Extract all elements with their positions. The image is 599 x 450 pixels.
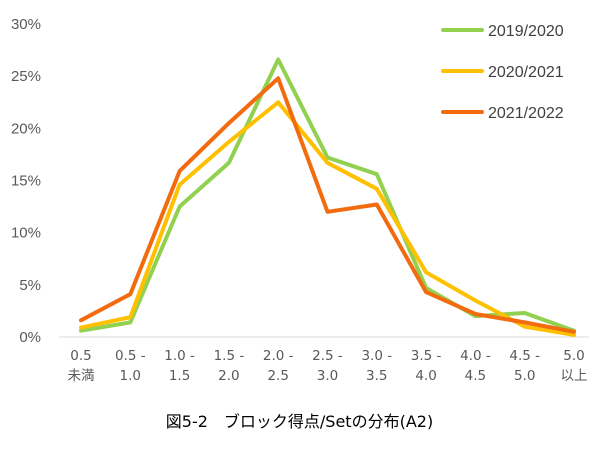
series-line (79, 100, 576, 337)
chart-title: 図5-2 ブロック得点/Setの分布(A2) (165, 412, 434, 431)
x-tick-label: 0.5 -1.0 (115, 348, 146, 384)
x-tick-label: 3.0 -3.5 (361, 348, 392, 384)
x-tick-label: 0.5 未満 (68, 348, 95, 384)
y-axis-tick-labels: 0% 5% 10% 15% 20% 25% 30% (11, 16, 41, 346)
series-lines (79, 57, 576, 337)
x-tick-label: 2.5 -3.0 (312, 348, 343, 384)
legend: 2019/2020 2020/2021 2021/2022 (441, 23, 564, 122)
line-chart: 0% 5% 10% 15% 20% 25% 30% 0.5 未満 0.5 -1.0 1.0 -1.… (11, 16, 589, 384)
x-tick-label: 1.5 -2.0 (214, 348, 245, 384)
legend-label: 2020/2021 (488, 64, 564, 81)
x-tick-label: 2.0 -2.5 (263, 348, 294, 384)
y-tick-label: 5% (19, 277, 41, 294)
series-line (79, 76, 576, 334)
legend-label: 2019/2020 (488, 23, 564, 40)
legend-label: 2021/2022 (488, 105, 564, 122)
x-tick-label: 5.0 以上 (561, 348, 588, 384)
y-tick-label: 15% (11, 173, 41, 190)
x-tick-label: 3.5 -4.0 (411, 348, 442, 384)
x-tick-label: 4.0 -4.5 (460, 348, 491, 384)
y-tick-label: 10% (11, 225, 41, 242)
y-tick-label: 25% (11, 68, 41, 85)
x-tick-label: 1.0 -1.5 (164, 348, 195, 384)
y-tick-label: 20% (11, 120, 41, 137)
series-line (79, 57, 576, 333)
x-tick-label: 4.5 -5.0 (509, 348, 540, 384)
y-tick-label: 0% (19, 329, 41, 346)
y-tick-label: 30% (11, 16, 41, 33)
x-axis-tick-labels: 0.5 未満 0.5 -1.0 1.0 -1.5 1.5 -2.0 2.0 -2.5 2.5… (68, 348, 588, 384)
